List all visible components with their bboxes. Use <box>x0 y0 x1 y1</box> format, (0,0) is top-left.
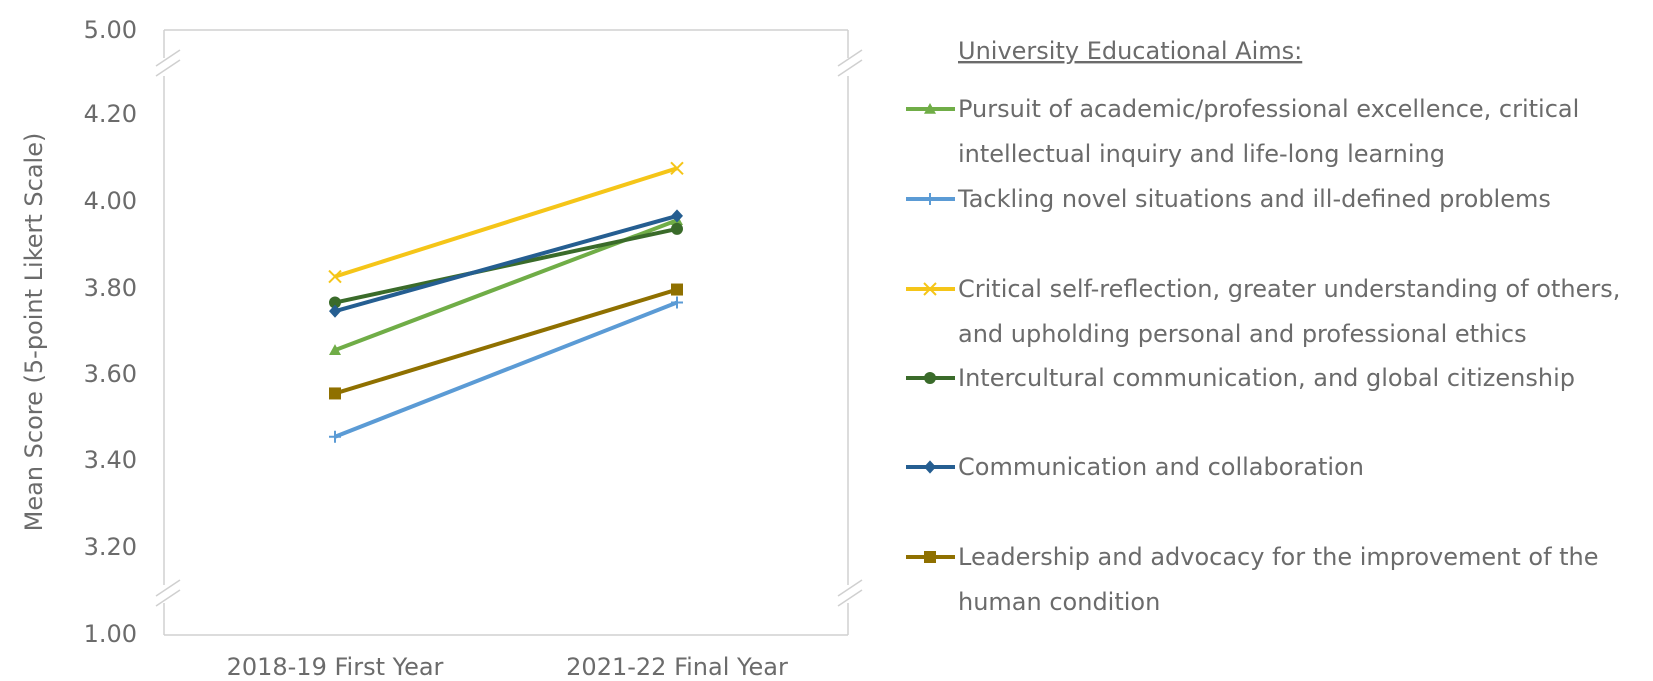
y-tick-label: 4.00 <box>84 187 137 215</box>
data-point <box>671 222 683 235</box>
legend-entry: Communication and collaboration <box>906 453 1364 481</box>
legend-label: intellectual inquiry and life-long learn… <box>958 140 1445 168</box>
plot-frame <box>155 29 863 636</box>
data-point <box>670 161 684 175</box>
data-point <box>329 296 341 309</box>
legend-label: Critical self-reflection, greater unders… <box>958 275 1620 303</box>
data-point <box>328 269 342 284</box>
legend-marker <box>924 103 936 114</box>
legend-marker <box>924 460 936 474</box>
y-tick-label: 3.60 <box>84 360 137 388</box>
legend-entry: Critical self-reflection, greater unders… <box>906 275 1620 348</box>
series-6 <box>329 283 683 400</box>
series-1 <box>329 214 683 355</box>
data-point <box>329 304 341 318</box>
series-line <box>334 213 678 314</box>
legend-entry: Pursuit of academic/professional excelle… <box>906 95 1579 168</box>
series-5 <box>329 209 683 318</box>
series-4 <box>329 222 683 309</box>
data-point <box>671 283 683 296</box>
series-layer <box>328 161 684 443</box>
legend-label: Pursuit of academic/professional excelle… <box>958 95 1579 123</box>
legend-label: Intercultural communication, and global … <box>958 364 1575 392</box>
y-tick-label: 1.00 <box>84 620 137 648</box>
legend-title: University Educational Aims: <box>958 37 1302 65</box>
x-axis-ticks: 2018-19 First Year 2021-22 Final Year <box>227 653 788 681</box>
y-tick-label: 3.40 <box>84 446 137 474</box>
legend-marker <box>924 193 936 205</box>
legend-entry: Tackling novel situations and ill-define… <box>906 185 1551 213</box>
data-point <box>329 344 341 355</box>
data-point <box>329 387 341 400</box>
y-tick-label: 4.20 <box>84 100 137 128</box>
x-tick-label: 2018-19 First Year <box>227 653 444 681</box>
series-line <box>334 166 678 279</box>
legend-marker <box>924 372 936 384</box>
y-tick-label: 5.00 <box>84 16 137 44</box>
legend-label: and upholding personal and professional … <box>958 320 1527 348</box>
y-tick-label: 3.80 <box>84 274 137 302</box>
legend-label: human condition <box>958 588 1160 616</box>
x-tick-label: 2021-22 Final Year <box>566 653 788 681</box>
legend-entry: Intercultural communication, and global … <box>906 364 1575 392</box>
legend-marker <box>923 282 937 296</box>
series-line <box>334 300 678 439</box>
data-point <box>671 209 683 223</box>
legend-entry: Leadership and advocacy for the improvem… <box>906 543 1599 616</box>
legend: University Educational Aims: Pursuit of … <box>906 37 1620 616</box>
series-line <box>334 226 678 305</box>
legend-label: Communication and collaboration <box>958 453 1364 481</box>
series-3 <box>328 161 684 284</box>
data-point <box>329 430 341 443</box>
y-axis-title: Mean Score (5-point Likert Scale) <box>20 133 48 532</box>
y-tick-label: 3.20 <box>84 533 137 561</box>
legend-marker <box>924 551 936 563</box>
data-point <box>671 296 683 309</box>
legend-label: Tackling novel situations and ill-define… <box>957 185 1551 213</box>
series-line <box>334 287 678 396</box>
y-axis-ticks: 1.00 3.20 3.40 3.60 3.80 4.00 4.20 5.00 <box>84 16 137 648</box>
legend-label: Leadership and advocacy for the improvem… <box>958 543 1599 571</box>
series-2 <box>329 296 683 443</box>
